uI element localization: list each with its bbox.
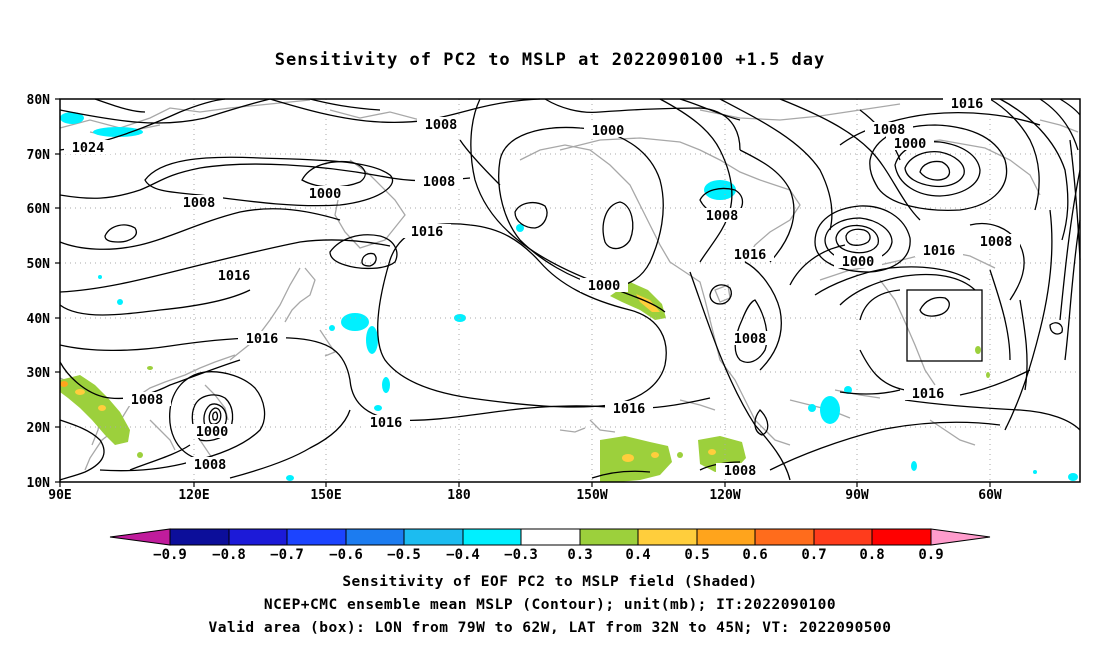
colorbar-label: 0.7 bbox=[801, 547, 826, 563]
colorbar-label: 0.5 bbox=[684, 547, 709, 563]
lat-label: 20N bbox=[27, 421, 51, 436]
contour-label: 1016 bbox=[734, 247, 767, 263]
contour-label: 1008 bbox=[131, 392, 164, 408]
colorbar-label: −0.4 bbox=[446, 547, 480, 563]
lat-label: 50N bbox=[27, 257, 51, 272]
contour-label: 1008 bbox=[980, 234, 1013, 250]
contour-label: 1008 bbox=[425, 117, 458, 133]
contour-label: 1000 bbox=[309, 186, 342, 202]
contour-label: 1000 bbox=[842, 254, 875, 270]
lon-label: 60W bbox=[978, 488, 1002, 503]
lon-label: 150W bbox=[576, 488, 607, 503]
lon-label: 150E bbox=[310, 488, 341, 503]
valid-area-box bbox=[906, 289, 983, 362]
lon-label: 120W bbox=[709, 488, 740, 503]
contour-label: 1016 bbox=[218, 268, 251, 284]
lon-label: 90E bbox=[48, 488, 71, 503]
colorbar-label: −0.9 bbox=[153, 547, 187, 563]
contour-labels: 1024 1008 1000 1008 1016 1016 1016 1008 … bbox=[64, 96, 1020, 479]
contour-label: 1016 bbox=[411, 224, 444, 240]
colorbar-label: 0.4 bbox=[625, 547, 650, 563]
contour-label: 1008 bbox=[724, 463, 757, 479]
contour-label: 1000 bbox=[196, 424, 229, 440]
latitude-labels: 80N 70N 60N 50N 40N 30N 20N 10N bbox=[27, 93, 51, 491]
colorbar-label: −0.6 bbox=[329, 547, 363, 563]
lon-label: 120E bbox=[178, 488, 209, 503]
colorbar bbox=[109, 528, 991, 546]
contour-label: 1008 bbox=[194, 457, 227, 473]
contour-label: 1008 bbox=[734, 331, 767, 347]
longitude-labels: 90E 120E 150E 180 150W 120W 90W 60W bbox=[48, 488, 1002, 503]
colorbar-label: 0.6 bbox=[742, 547, 767, 563]
contour-label: 1008 bbox=[873, 122, 906, 138]
lat-label: 30N bbox=[27, 366, 51, 381]
caption-line-3: Valid area (box): LON from 79W to 62W, L… bbox=[208, 620, 892, 636]
contour-label: 1016 bbox=[923, 243, 956, 259]
map-title: Sensitivity of PC2 to MSLP at 2022090100… bbox=[274, 50, 826, 70]
contour-label: 1024 bbox=[72, 140, 105, 156]
contour-label: 1008 bbox=[183, 195, 216, 211]
lat-label: 40N bbox=[27, 312, 51, 327]
colorbar-label: 0.9 bbox=[918, 547, 943, 563]
caption-line-2: NCEP+CMC ensemble mean MSLP (Contour); u… bbox=[263, 597, 837, 613]
colorbar-label: −0.5 bbox=[387, 547, 421, 563]
colorbar-label: −0.3 bbox=[504, 547, 538, 563]
lat-label: 70N bbox=[27, 148, 51, 163]
contour-label: 1016 bbox=[246, 331, 279, 347]
contour-label: 1016 bbox=[613, 401, 646, 417]
lat-label: 80N bbox=[27, 93, 51, 108]
colorbar-label: 0.3 bbox=[567, 547, 592, 563]
lat-label: 10N bbox=[27, 476, 51, 491]
caption-line-1: Sensitivity of EOF PC2 to MSLP field (Sh… bbox=[342, 574, 758, 590]
colorbar-label: −0.7 bbox=[270, 547, 304, 563]
lon-label: 90W bbox=[845, 488, 869, 503]
contour-label: 1016 bbox=[951, 96, 984, 112]
contour-label: 1016 bbox=[912, 386, 945, 402]
contour-label: 1000 bbox=[894, 136, 927, 152]
contour-label: 1000 bbox=[592, 123, 625, 139]
colorbar-label: −0.8 bbox=[212, 547, 246, 563]
contour-label: 1016 bbox=[370, 415, 403, 431]
contour-label: 1008 bbox=[423, 174, 456, 190]
contour-label: 1000 bbox=[588, 278, 621, 294]
lon-label: 180 bbox=[447, 488, 471, 503]
colorbar-labels: −0.9 −0.8 −0.7 −0.6 −0.5 −0.4 −0.3 0.3 0… bbox=[153, 547, 944, 563]
colorbar-label: 0.8 bbox=[859, 547, 884, 563]
lat-label: 60N bbox=[27, 202, 51, 217]
contour-label: 1008 bbox=[706, 208, 739, 224]
